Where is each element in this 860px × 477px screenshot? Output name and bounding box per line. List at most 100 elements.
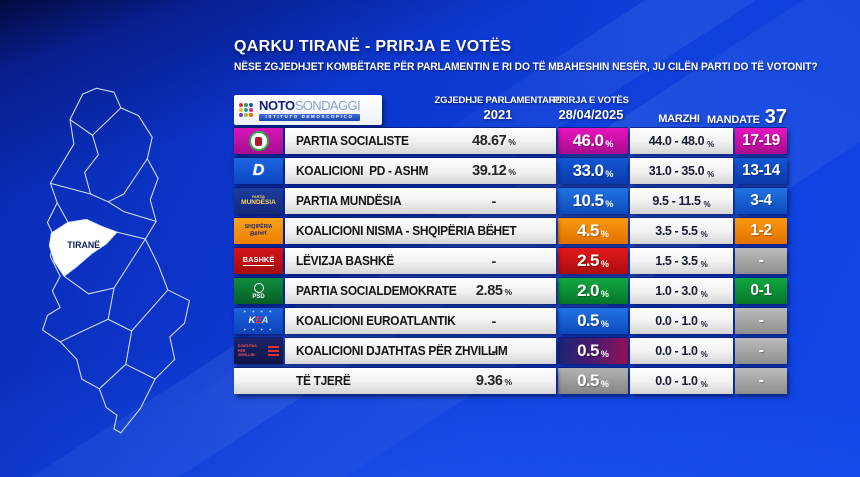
party-name-bar: PARTIA SOCIALDEMOKRATE 2.85% — [285, 278, 556, 304]
value-number: 1.5 - 3.5 — [655, 254, 698, 268]
djathtas-logo-icon: DJATHTAS PËR ZHVILLIM — [234, 338, 283, 364]
trend-value: 0.5% — [558, 368, 628, 394]
table-row: TË TJERË 9.36% 0.5% 0.0 - 1.0% - — [234, 368, 787, 394]
result-2021: 39.12% — [444, 163, 544, 179]
mandates-value: 1-2 — [735, 218, 787, 244]
percent-sign: % — [600, 289, 609, 299]
percent-sign: % — [508, 167, 516, 177]
party-name-bar: KOALICIONI NISMA - SHQIPËRIA BËHET - — [285, 218, 556, 244]
table-row: PARTIA SOCIALISTE 48.67% 46.0% 44.0 - 48… — [234, 128, 787, 154]
value-number: 44.0 - 48.0 — [648, 134, 705, 148]
margin-range: 1.0 - 3.0% — [630, 278, 733, 304]
party-name-bar: PARTIA MUNDËSIA - — [285, 188, 556, 214]
margin-range: 44.0 - 48.0% — [630, 128, 733, 154]
percent-sign: % — [700, 229, 708, 239]
percent-sign: % — [700, 259, 708, 269]
party-name-bar: KOALICIONI DJATHTAS PËR ZHVILLIM - — [285, 338, 556, 364]
party-name-bar: KOALICIONI PD - ASHM 39.12% — [285, 158, 556, 184]
logo-text: MUNDËSIA — [241, 199, 276, 206]
party-name: KOALICIONI DJATHTAS PËR ZHVILLIM — [296, 344, 508, 358]
value-number: 33.0 — [572, 161, 604, 180]
region-label: TIRANË — [67, 240, 100, 250]
percent-sign: % — [600, 319, 609, 329]
percent-sign: % — [703, 199, 711, 209]
party-name-bar: TË TJERË 9.36% — [234, 368, 556, 394]
margin-range: 31.0 - 35.0% — [630, 158, 733, 184]
result-2021: - — [491, 193, 497, 209]
percent-sign: % — [700, 379, 708, 389]
trend-value: 0.5% — [558, 338, 628, 364]
color-dot — [249, 113, 253, 117]
logo-text: DJATHTAS — [238, 344, 257, 349]
logo-text: ZHVILLIM — [238, 353, 255, 358]
value-number: 9.36 — [475, 373, 503, 389]
party-name: TË TJERË — [296, 374, 351, 388]
table-row: SHQIPËRIA Bëhet KOALICIONI NISMA - SHQIPË… — [234, 218, 787, 244]
party-name: KOALICIONI NISMA - SHQIPËRIA BËHET — [296, 224, 517, 238]
party-name-bar: LËVIZJA BASHKË - — [285, 248, 556, 274]
county-border — [50, 158, 148, 203]
margin-range: 0.0 - 1.0% — [630, 308, 733, 334]
value-number: 3.5 - 5.5 — [655, 224, 698, 238]
county-border — [125, 330, 156, 380]
value-number: 0.5 — [577, 311, 599, 330]
mandates-value: 17-19 — [735, 128, 787, 154]
percent-sign: % — [700, 319, 708, 329]
column-header-margin: MARZHI — [658, 113, 700, 125]
poll-table: NOTO SONDAGGI ISTITUTO DEMOSCOPICO ZGJEDH… — [234, 94, 787, 398]
margin-range: 0.0 - 1.0% — [630, 368, 733, 394]
value-number: 0.0 - 1.0 — [655, 344, 698, 358]
logo-letter: E — [255, 315, 262, 327]
color-dot — [244, 108, 248, 112]
table-body: PARTIA SOCIALISTE 48.67% 46.0% 44.0 - 48… — [234, 128, 787, 394]
logo-text: PSD — [252, 293, 265, 300]
tirana-county-shape — [48, 218, 118, 277]
result-2021: - — [491, 253, 497, 269]
ps-logo-icon — [234, 128, 283, 154]
percent-sign: % — [600, 229, 609, 239]
trend-value: 4.5% — [558, 218, 628, 244]
color-dot — [239, 103, 243, 107]
mandates-value: - — [735, 308, 787, 334]
result-2021: 9.36% — [444, 373, 544, 389]
result-2021: - — [491, 343, 497, 359]
percent-sign: % — [605, 199, 614, 209]
margin-range: 1.5 - 3.5% — [630, 248, 733, 274]
trend-value: 2.0% — [558, 278, 628, 304]
color-dot — [249, 108, 253, 112]
column-header-trend: PRIRJA E VOTËS 28/04/2025 — [553, 95, 629, 122]
content-panel: QARKU TIRANË - PRIRJA E VOTËS NËSE ZGJED… — [234, 38, 818, 394]
party-name-bar: PARTIA SOCIALISTE 48.67% — [285, 128, 556, 154]
table-row: BASHKË LËVIZJA BASHKË - 2.5% 1.5 - 3.5% … — [234, 248, 787, 274]
percent-sign: % — [605, 139, 614, 149]
value-number: 4.5 — [577, 221, 599, 240]
table-row: PARTIA MUNDËSIA PARTIA MUNDËSIA - 10.5% 9… — [234, 188, 787, 214]
margin-range: 3.5 - 5.5% — [630, 218, 733, 244]
trend-value: 33.0% — [558, 158, 628, 184]
percent-sign: % — [605, 169, 614, 179]
logo-letter: K — [248, 315, 256, 327]
county-border — [84, 135, 99, 195]
value-number: 31.0 - 35.0 — [648, 164, 705, 178]
value-number: 0.5 — [577, 341, 599, 360]
county-border — [56, 202, 69, 223]
mandates-value: 3-4 — [735, 188, 787, 214]
value-number: 0.0 - 1.0 — [655, 374, 698, 388]
county-border — [59, 318, 109, 343]
result-2021: - — [491, 223, 497, 239]
party-name-bar: KOALICIONI EUROATLANTIK - — [285, 308, 556, 334]
ps-emblem-icon — [248, 131, 269, 151]
percent-sign: % — [700, 289, 708, 299]
mandates-value: - — [735, 248, 787, 274]
party-name: PARTIA MUNDËSIA — [296, 194, 402, 208]
logo-letter: A — [261, 315, 269, 327]
value-number: 1.0 - 3.0 — [655, 284, 698, 298]
page-subtitle: NËSE ZGJEDHJET KOMBËTARE PËR PARLAMENTIN… — [234, 61, 818, 73]
color-dot — [244, 103, 248, 107]
noto-dots-icon — [239, 103, 255, 117]
county-border — [69, 107, 122, 136]
table-row: DJATHTAS PËR ZHVILLIM KOALICIONI DJATHTAS … — [234, 338, 787, 364]
value-number: 10.5 — [572, 191, 604, 210]
noto-name-light: SONDAGGI — [294, 97, 361, 113]
